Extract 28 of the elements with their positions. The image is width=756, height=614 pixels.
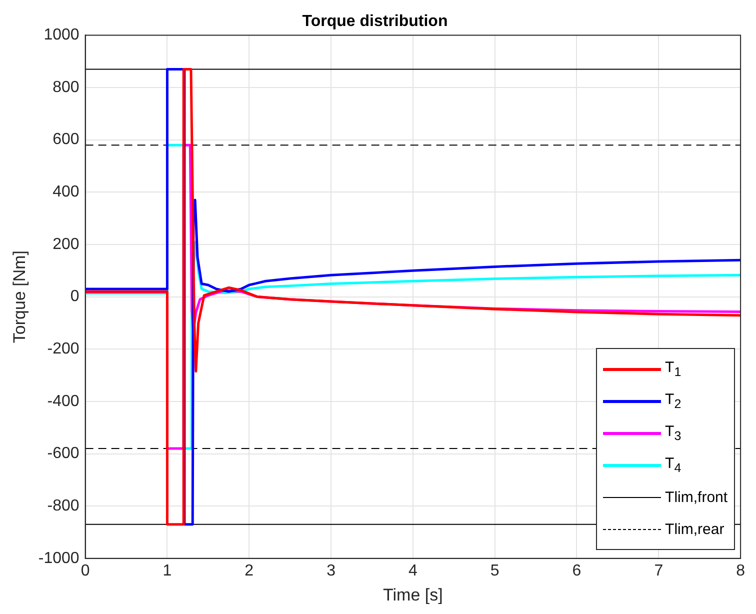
legend-label: Tlim,front: [665, 488, 728, 506]
legend-label: T$_{1}$: [665, 359, 682, 380]
y-tick-label: 0: [70, 288, 80, 306]
x-tick-label: 5: [490, 562, 500, 580]
y-tick-label: -200: [47, 340, 80, 358]
x-tick-label: 8: [736, 562, 746, 580]
legend-label: T$_{3}$: [665, 423, 682, 444]
x-tick-label: 2: [244, 562, 254, 580]
y-tick-label: -1000: [38, 550, 80, 567]
y-tick-label: -600: [47, 445, 80, 462]
y-tick-label: 800: [52, 78, 80, 96]
y-tick-label: -400: [47, 392, 80, 410]
chart-title: Torque distribution: [302, 13, 448, 30]
x-tick-label: 4: [408, 562, 418, 580]
x-tick-label: 3: [326, 562, 336, 580]
legend-label: Tlim,rear: [665, 520, 724, 538]
y-tick-label: 1000: [44, 26, 80, 44]
legend-label: T$_{2}$: [665, 391, 682, 412]
y-tick-label: 200: [52, 236, 80, 253]
x-tick-label: 6: [572, 562, 582, 580]
x-tick-label: 7: [654, 562, 664, 580]
y-tick-label: -800: [47, 497, 80, 514]
y-tick-label: 600: [52, 131, 80, 148]
legend-label: T$_{4}$: [665, 455, 682, 476]
x-tick-label: 1: [162, 562, 172, 580]
y-axis-title: Torque [Nm]: [10, 250, 29, 344]
y-tick-label: 400: [52, 184, 80, 201]
x-axis-title: Time [s]: [383, 585, 443, 604]
